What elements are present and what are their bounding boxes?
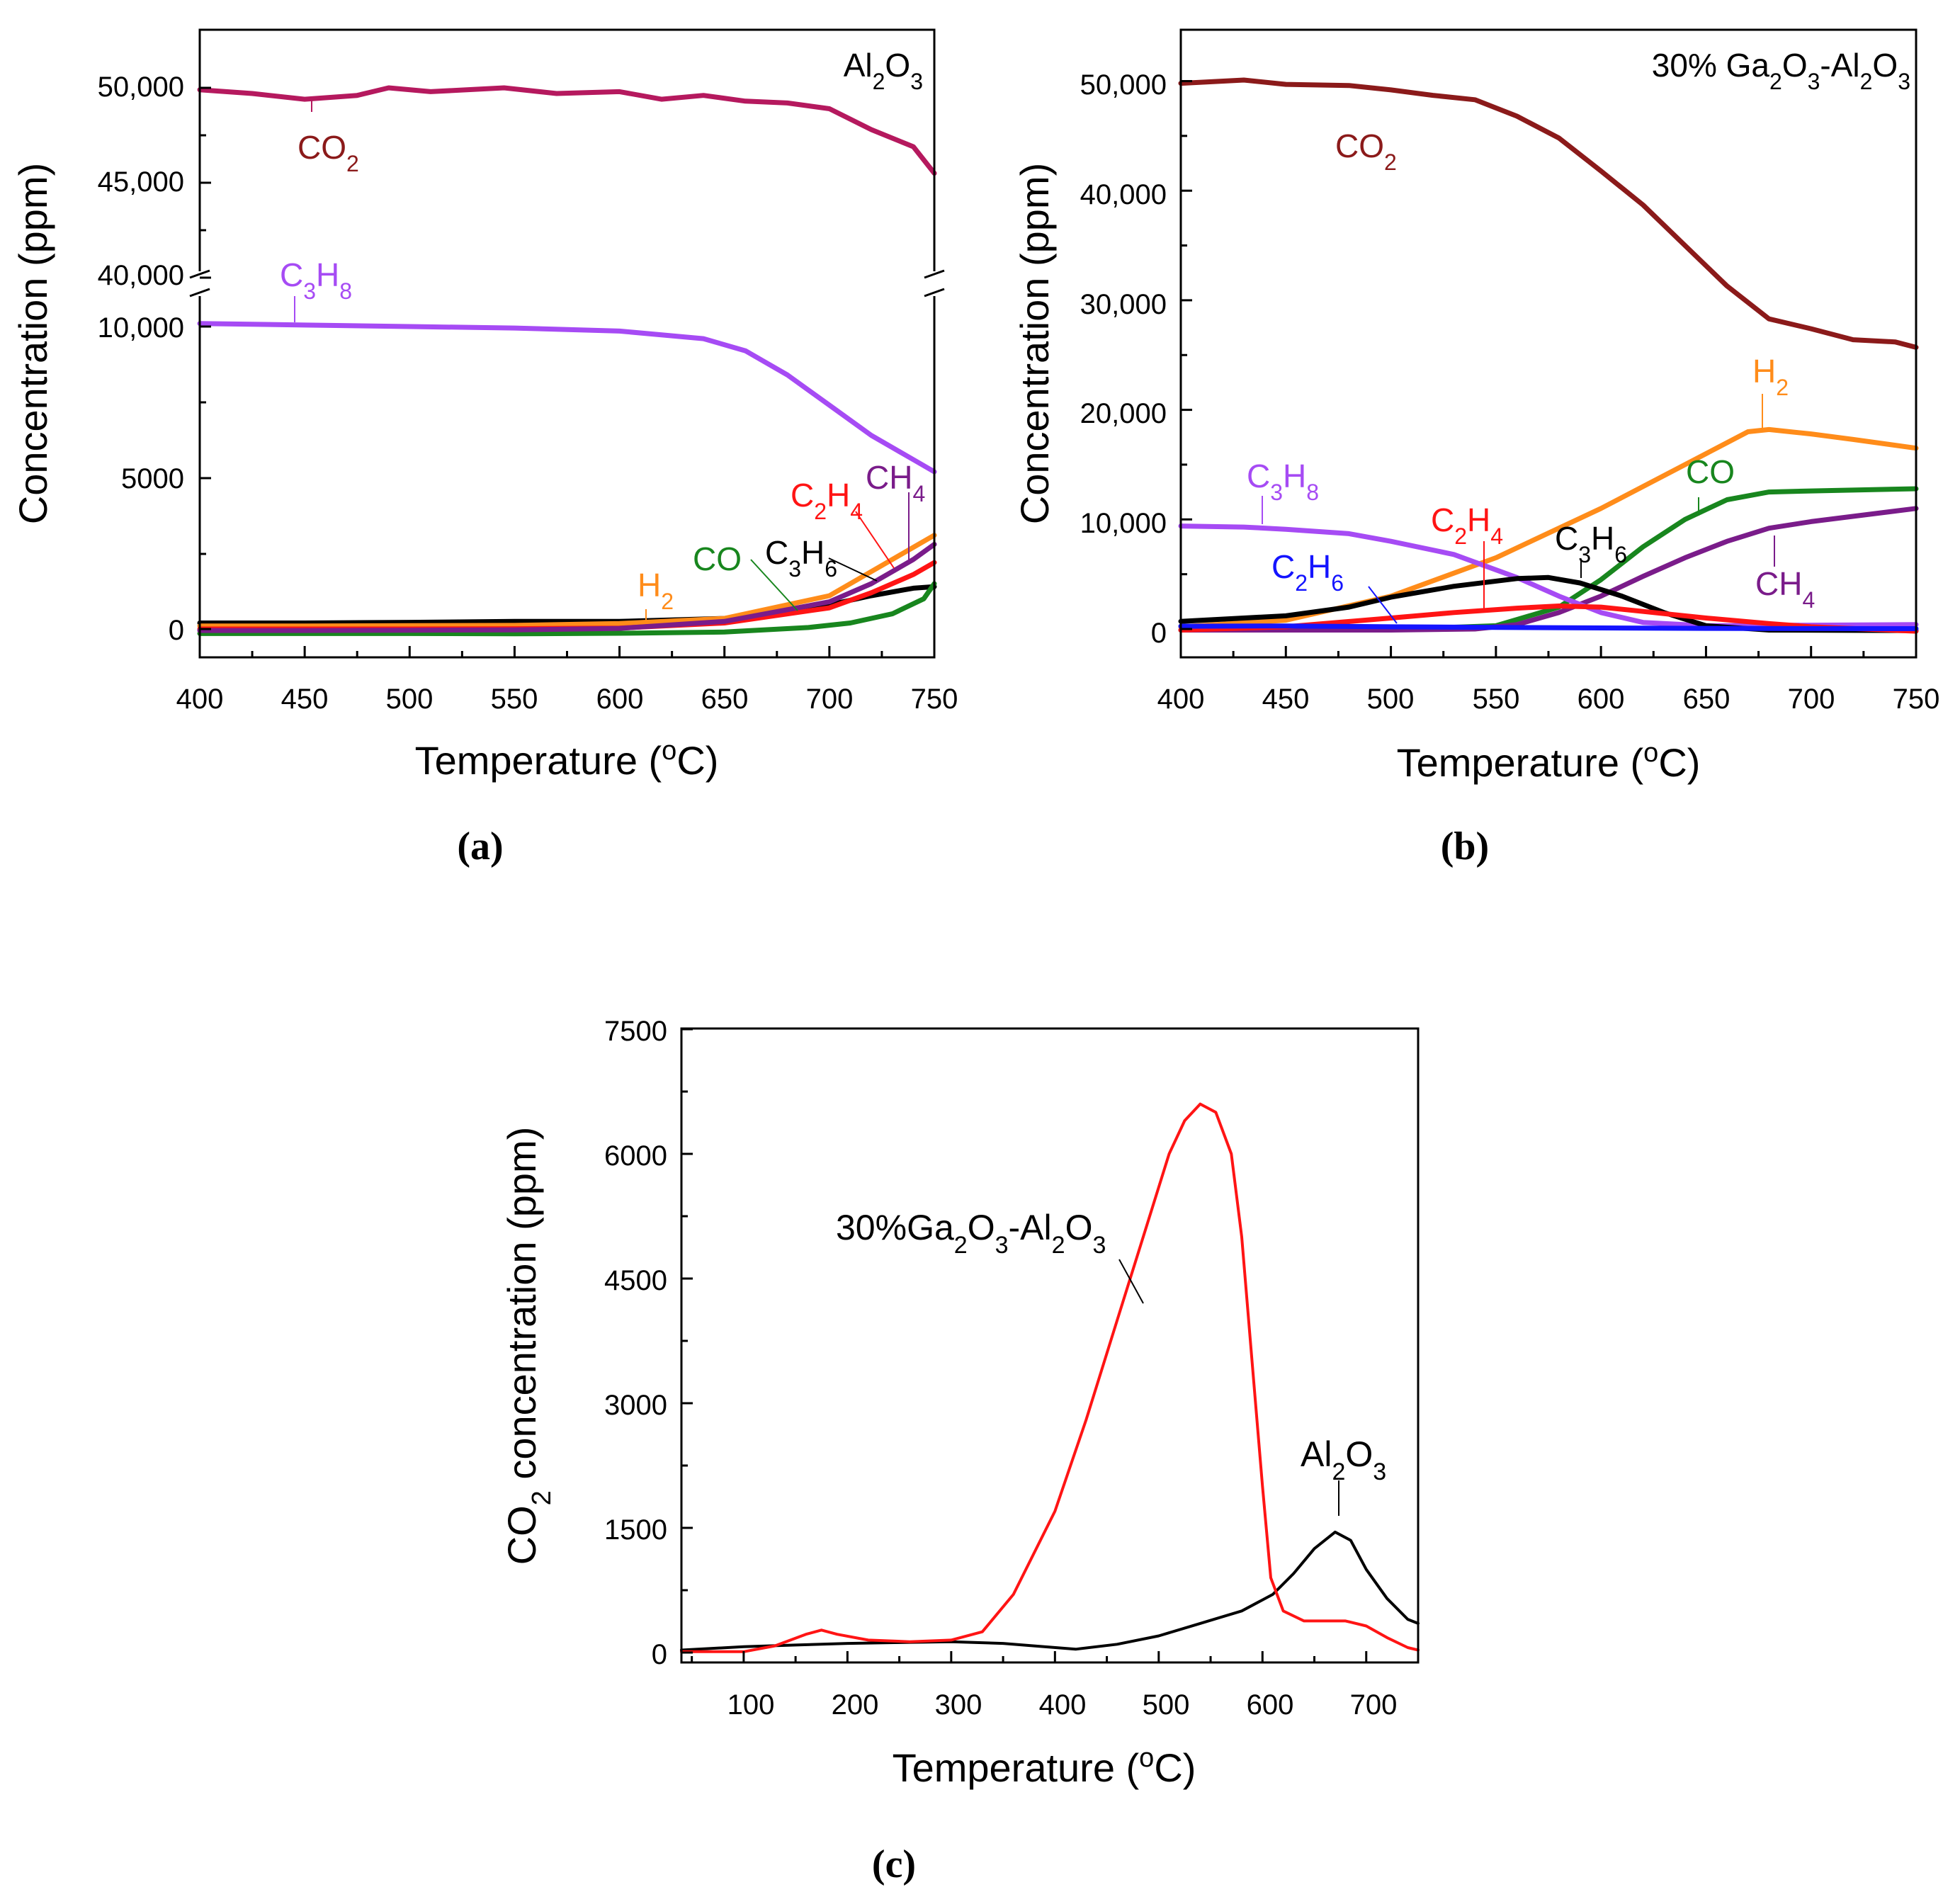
y-tick-label: 0 [169, 615, 184, 646]
leader-line [1368, 586, 1398, 624]
x-tick-label: 500 [386, 684, 434, 715]
series-line-c3h8 [197, 321, 937, 475]
y-tick-label: 50,000 [1080, 69, 1167, 101]
series-line-co2 [1178, 77, 1919, 350]
y-tick-label: 10,000 [1080, 508, 1167, 539]
panel-a-upper-frame [198, 28, 936, 271]
series-line-ch4 [197, 541, 937, 633]
panel-caption: (b) [1441, 824, 1489, 868]
x-tick-label: 750 [1893, 684, 1940, 715]
y-tick-label: 45,000 [98, 166, 184, 198]
series-line-co [197, 581, 937, 637]
x-tick-label: 550 [1473, 684, 1520, 715]
series-line-c3h6 [1178, 574, 1919, 633]
series-line-co2 [197, 85, 937, 176]
y-tick-label: 7500 [604, 1016, 667, 1047]
panel-c-series [680, 1102, 1420, 1653]
panel-b-ticks [1179, 80, 1917, 657]
leader-line [828, 557, 878, 582]
panel-a-break-mark [924, 288, 945, 298]
y-tick-label: 0 [1151, 618, 1167, 649]
x-tick-label: 700 [806, 684, 854, 715]
panel-c-ticks [681, 1028, 1420, 1662]
y-tick-label: 3000 [604, 1390, 667, 1421]
y-tick-label: 4500 [604, 1265, 667, 1296]
x-tick-label: 700 [1788, 684, 1835, 715]
y-tick-label: 10,000 [98, 312, 184, 344]
y-tick-label: 40,000 [98, 260, 184, 291]
y-axis-title: Concentration (ppm) [1012, 163, 1057, 524]
panel-caption: (c) [872, 1842, 916, 1886]
series-line-h2 [197, 533, 937, 629]
leader-line [1118, 1259, 1144, 1304]
y-tick-label: 5000 [121, 463, 184, 494]
x-tick-label: 400 [1157, 684, 1205, 715]
panel-a-break-mark [189, 288, 210, 298]
x-tick-label: 450 [281, 684, 329, 715]
x-tick-label: 650 [1683, 684, 1730, 715]
x-tick-label: 500 [1143, 1689, 1190, 1721]
x-tick-label: 600 [1577, 684, 1625, 715]
y-tick-label: 1500 [604, 1514, 667, 1546]
panel-b-series [1178, 77, 1919, 634]
x-tick-label: 100 [727, 1689, 775, 1721]
panel-a-ticks [198, 86, 936, 657]
y-tick-label: 0 [652, 1639, 667, 1670]
x-tick-label: 700 [1350, 1689, 1398, 1721]
y-tick-label: 30,000 [1080, 289, 1167, 320]
y-tick-label: 20,000 [1080, 398, 1167, 429]
series-label-co: CO [693, 540, 742, 577]
y-tick-label: 40,000 [1080, 179, 1167, 210]
panel-a-break-mark [924, 269, 945, 279]
leader-line [855, 511, 895, 569]
x-tick-label: 600 [1247, 1689, 1294, 1721]
panel-caption: (a) [457, 824, 503, 868]
x-tick-label: 400 [176, 684, 224, 715]
x-tick-label: 650 [701, 684, 749, 715]
series-line-al2o3 [680, 1530, 1420, 1652]
x-tick-label: 750 [911, 684, 958, 715]
x-tick-label: 200 [832, 1689, 879, 1721]
leader-line [750, 559, 798, 611]
y-axis-title: Concentration (ppm) [11, 163, 55, 524]
series-line-c2h6 [1178, 623, 1919, 631]
x-tick-label: 400 [1039, 1689, 1087, 1721]
x-tick-label: 300 [935, 1689, 982, 1721]
panel-c-frame [680, 1027, 1420, 1664]
y-tick-label: 50,000 [98, 72, 184, 103]
x-tick-label: 600 [596, 684, 644, 715]
x-tick-label: 550 [491, 684, 538, 715]
x-tick-label: 500 [1367, 684, 1415, 715]
series-line-30-ga2o3-al2o3 [680, 1102, 1420, 1653]
x-tick-label: 450 [1262, 684, 1310, 715]
panel-a-series [197, 85, 937, 637]
series-label-co: CO [1686, 453, 1735, 490]
y-tick-label: 6000 [604, 1140, 667, 1172]
series-line-c2h4 [1178, 604, 1919, 634]
panel-a-break-mark [189, 269, 210, 279]
